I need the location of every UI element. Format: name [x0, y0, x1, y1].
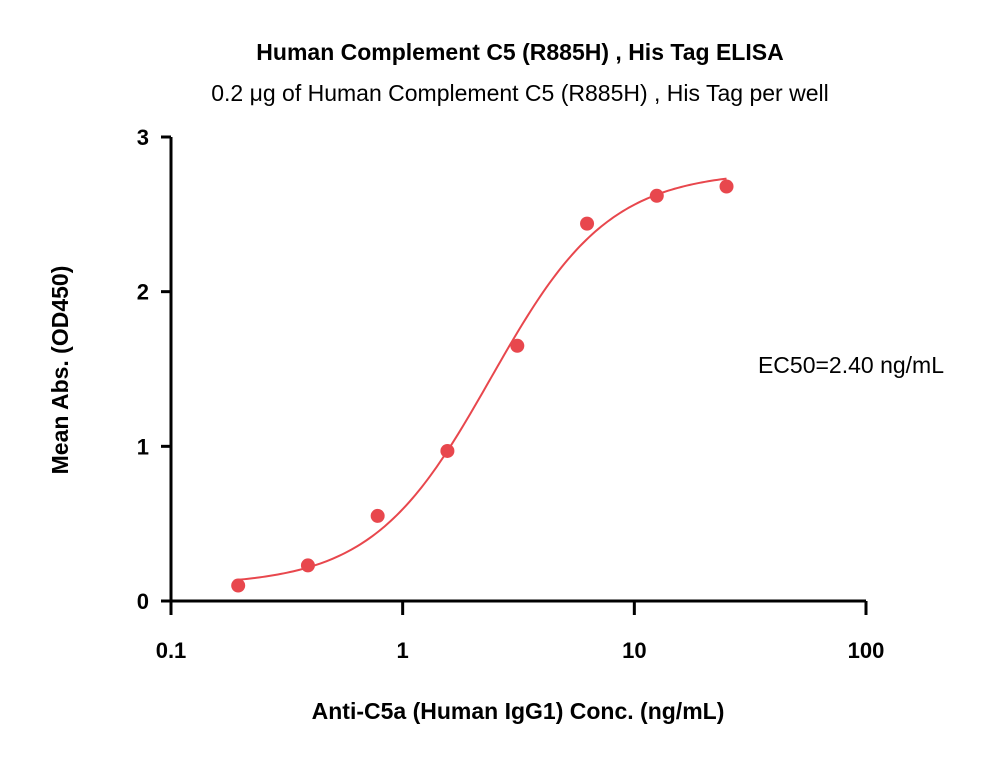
x-tick-label: 0.1: [156, 638, 187, 663]
data-point: [510, 338, 525, 353]
data-point: [231, 578, 246, 593]
data-point: [649, 188, 664, 203]
y-tick-label: 1: [137, 434, 149, 459]
data-point: [440, 443, 455, 458]
data-point: [719, 179, 734, 194]
chart-subtitle: 0.2 μg of Human Complement C5 (R885H) , …: [211, 80, 828, 106]
x-tick-label: 100: [848, 638, 885, 663]
x-axis-title: Anti-C5a (Human IgG1) Conc. (ng/mL): [312, 698, 725, 724]
data-point: [300, 558, 315, 573]
y-tick-label: 0: [137, 589, 149, 614]
y-axis-title: Mean Abs. (OD450): [47, 266, 73, 475]
fit-curve: [238, 177, 727, 581]
data-points: [231, 179, 734, 593]
x-ticks: 0.1 1 10 100: [156, 601, 885, 663]
y-tick-label: 3: [137, 125, 149, 150]
y-ticks: 0 1 2 3: [137, 125, 171, 614]
y-tick-label: 2: [137, 280, 149, 305]
data-point: [370, 508, 385, 523]
x-tick-label: 1: [397, 638, 409, 663]
ec50-annotation: EC50=2.40 ng/mL: [758, 352, 944, 378]
x-tick-label: 10: [622, 638, 646, 663]
data-point: [580, 216, 595, 231]
axes: [169, 137, 866, 603]
chart-title: Human Complement C5 (R885H) , His Tag EL…: [256, 39, 783, 65]
